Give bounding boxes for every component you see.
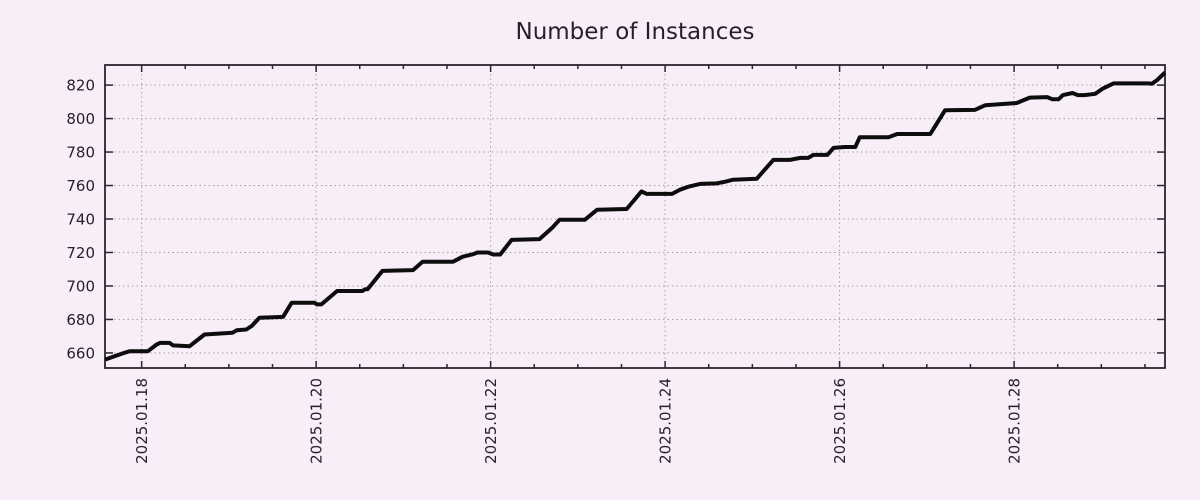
series-line bbox=[104, 71, 1167, 362]
x-tick-label: 2025.01.18 bbox=[133, 378, 151, 464]
plot-border bbox=[104, 64, 1166, 369]
y-tick-label: 700 bbox=[66, 277, 95, 295]
y-tick-label: 720 bbox=[66, 244, 95, 262]
label-layer: 660 680 700 720 740 760 780 800 820 2025.01.18 202… bbox=[66, 77, 1023, 464]
y-tick-label: 780 bbox=[66, 144, 95, 162]
y-tick-label: 740 bbox=[66, 211, 95, 229]
y-tick-label: 760 bbox=[66, 177, 95, 195]
x-tick-label: 2025.01.22 bbox=[482, 378, 500, 464]
series-layer bbox=[104, 71, 1167, 362]
y-tick-label: 800 bbox=[66, 110, 95, 128]
axis-layer bbox=[104, 64, 1166, 369]
x-tick-label: 2025.01.20 bbox=[308, 378, 326, 464]
y-tick-label: 820 bbox=[66, 77, 95, 95]
grid-layer bbox=[105, 65, 1165, 368]
y-tick-label: 660 bbox=[66, 344, 95, 362]
x-tick-label: 2025.01.26 bbox=[831, 378, 849, 464]
y-tick-label: 680 bbox=[66, 311, 95, 329]
chart-title: Number of Instances bbox=[516, 19, 755, 45]
x-tick-label: 2025.01.28 bbox=[1006, 378, 1024, 464]
x-tick-label: 2025.01.24 bbox=[657, 378, 675, 464]
